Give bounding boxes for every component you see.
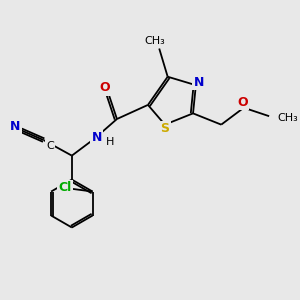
Text: CH₃: CH₃: [278, 112, 298, 123]
Text: N: N: [194, 76, 204, 89]
Text: N: N: [92, 131, 102, 144]
Text: CH₃: CH₃: [145, 37, 165, 46]
Text: H: H: [106, 137, 114, 147]
Text: N: N: [10, 120, 21, 134]
Text: S: S: [160, 122, 169, 135]
Text: O: O: [99, 82, 110, 94]
Text: Cl: Cl: [58, 181, 72, 194]
Text: C: C: [46, 141, 54, 151]
Text: O: O: [237, 96, 248, 109]
